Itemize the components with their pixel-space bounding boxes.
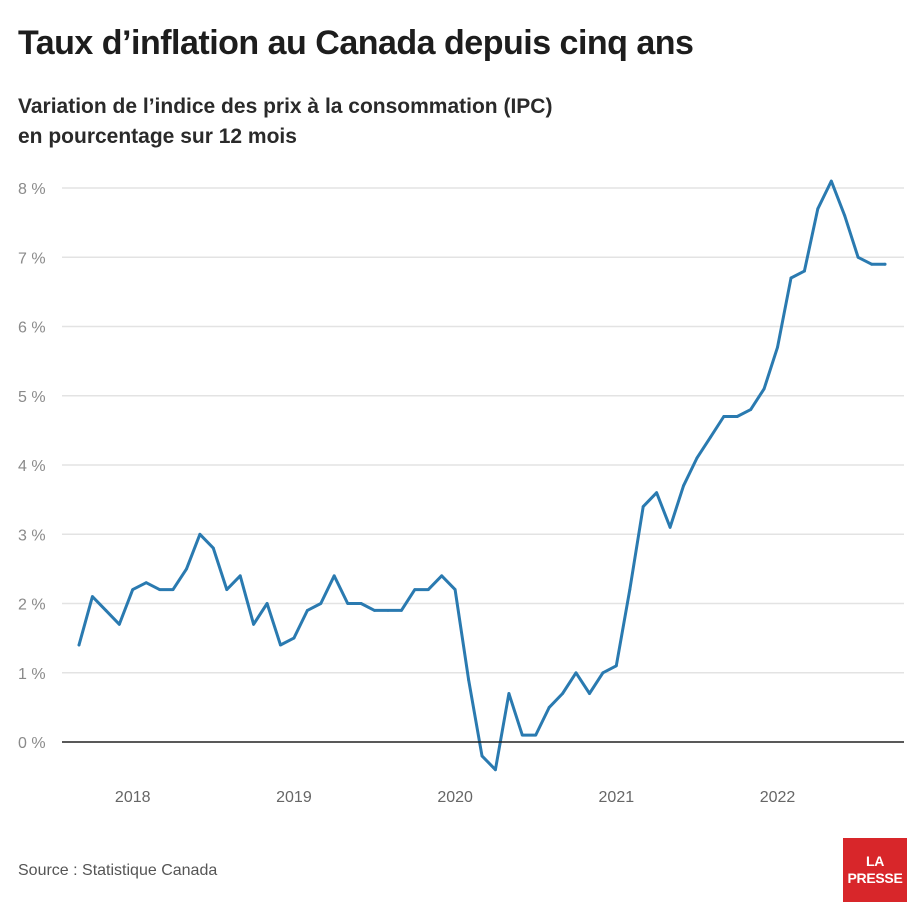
- data-point-2019-11: [426, 588, 430, 591]
- data-point-2018-06: [198, 532, 202, 536]
- data-point-2019-12: [440, 574, 444, 578]
- data-point-2020-12: [601, 671, 605, 675]
- data-point-2019-08: [386, 609, 390, 612]
- data-point-2018-01: [131, 588, 135, 591]
- gridlines: [62, 187, 904, 674]
- y-tick-label-3: 3 %: [18, 527, 46, 544]
- data-point-2017-10: [91, 595, 94, 598]
- data-point-2020-04: [494, 768, 497, 772]
- data-point-2020-06: [520, 733, 524, 737]
- y-tick-label-8: 8 %: [18, 181, 46, 198]
- subtitle-line-1: Variation de l’indice des prix à la cons…: [18, 95, 553, 118]
- data-point-2022-07: [856, 255, 860, 259]
- y-tick-label-7: 7 %: [18, 250, 46, 267]
- data-point-2022-01: [776, 345, 779, 349]
- data-point-2020-02: [467, 678, 470, 682]
- y-tick-label-4: 4 %: [18, 458, 46, 475]
- subtitle-line-2: en pourcentage sur 12 mois: [18, 125, 297, 148]
- data-point-2019-05: [346, 602, 350, 605]
- x-tick-label-2019: 2019: [276, 789, 312, 806]
- y-tick-label-1: 1 %: [18, 666, 46, 683]
- y-tick-label-5: 5 %: [18, 389, 46, 406]
- y-axis-ticks: 0 % 1 % 2 % 3 % 4 % 5 % 6 % 7 % 8 %: [18, 181, 46, 752]
- data-point-2019-02: [306, 609, 309, 612]
- data-point-2022-03: [803, 269, 806, 273]
- data-point-2018-02: [144, 581, 148, 585]
- data-point-2021-08: [709, 435, 712, 439]
- data-point-2021-10: [735, 415, 739, 418]
- data-point-2020-07: [534, 733, 538, 737]
- la-presse-logo: LA PRESSE: [843, 838, 907, 902]
- logo-line-1: LA: [865, 853, 885, 869]
- data-point-2021-06: [682, 484, 685, 488]
- data-point-2019-09: [400, 609, 403, 612]
- chart-title: Taux d’inflation au Canada depuis cinq a…: [18, 24, 694, 62]
- x-tick-label-2021: 2021: [599, 789, 635, 806]
- data-point-2019-01: [292, 636, 296, 640]
- data-point-2022-05: [829, 179, 833, 183]
- data-point-2021-12: [762, 387, 766, 391]
- data-point-2020-08: [547, 706, 551, 709]
- chart-subtitle: Variation de l’indice des prix à la cons…: [18, 92, 778, 152]
- data-point-2022-02: [789, 276, 793, 280]
- data-point-2020-10: [574, 671, 578, 675]
- data-point-2021-04: [655, 491, 658, 495]
- data-point-2022-09: [883, 262, 887, 266]
- data-point-2021-02: [628, 588, 632, 591]
- data-point-2018-10: [252, 622, 256, 626]
- data-point-2018-12: [279, 643, 282, 647]
- y-tick-label-0: 0 %: [18, 735, 46, 752]
- x-tick-label-2022: 2022: [760, 789, 796, 806]
- data-point-2021-05: [668, 525, 672, 529]
- data-point-2018-03: [158, 588, 162, 591]
- series-line-ipc: [77, 179, 887, 772]
- data-point-2018-08: [225, 588, 229, 591]
- data-point-2021-03: [641, 505, 645, 508]
- logo-line-2: PRESSE: [847, 870, 903, 886]
- data-point-2020-01: [453, 588, 457, 591]
- x-axis-ticks: 2018 2019 2020 2021 2022: [115, 789, 795, 806]
- data-point-2017-12: [117, 622, 121, 626]
- data-point-2020-11: [588, 692, 591, 695]
- data-point-2019-07: [373, 609, 376, 612]
- data-point-2022-04: [816, 207, 820, 211]
- data-point-2022-08: [870, 262, 873, 266]
- x-tick-label-2018: 2018: [115, 789, 151, 806]
- data-point-2020-05: [507, 692, 511, 695]
- data-point-2019-06: [359, 602, 363, 605]
- data-point-2018-07: [211, 546, 215, 550]
- series-layer: [62, 179, 904, 772]
- data-point-2021-07: [695, 456, 699, 460]
- data-point-2021-11: [749, 408, 753, 411]
- data-point-2018-04: [171, 588, 175, 591]
- data-point-2018-09: [238, 574, 242, 578]
- data-point-2021-09: [722, 415, 726, 418]
- source-note: Source : Statistique Canada: [18, 862, 218, 879]
- y-tick-label-2: 2 %: [18, 597, 46, 614]
- data-point-2019-04: [332, 574, 336, 578]
- data-point-2019-10: [413, 588, 417, 591]
- data-point-2020-09: [561, 692, 564, 695]
- data-point-2018-11: [265, 602, 269, 605]
- data-point-2017-09: [77, 643, 81, 647]
- data-point-2018-05: [185, 567, 188, 571]
- data-point-2017-11: [104, 609, 108, 612]
- data-point-2019-03: [319, 602, 323, 605]
- data-point-2022-06: [843, 214, 847, 218]
- data-point-2021-01: [614, 664, 618, 668]
- y-tick-label-6: 6 %: [18, 320, 46, 337]
- x-tick-label-2020: 2020: [437, 789, 473, 806]
- data-point-2020-03: [480, 754, 484, 758]
